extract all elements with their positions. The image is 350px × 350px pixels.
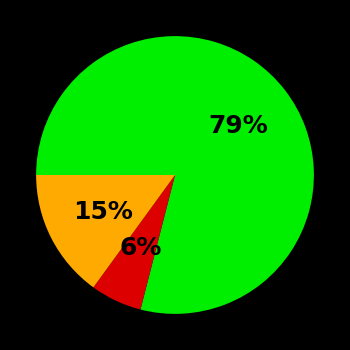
Text: 15%: 15%	[73, 199, 133, 224]
Text: 6%: 6%	[119, 236, 162, 260]
Wedge shape	[36, 175, 175, 287]
Wedge shape	[36, 36, 314, 314]
Wedge shape	[93, 175, 175, 309]
Text: 79%: 79%	[209, 114, 268, 138]
